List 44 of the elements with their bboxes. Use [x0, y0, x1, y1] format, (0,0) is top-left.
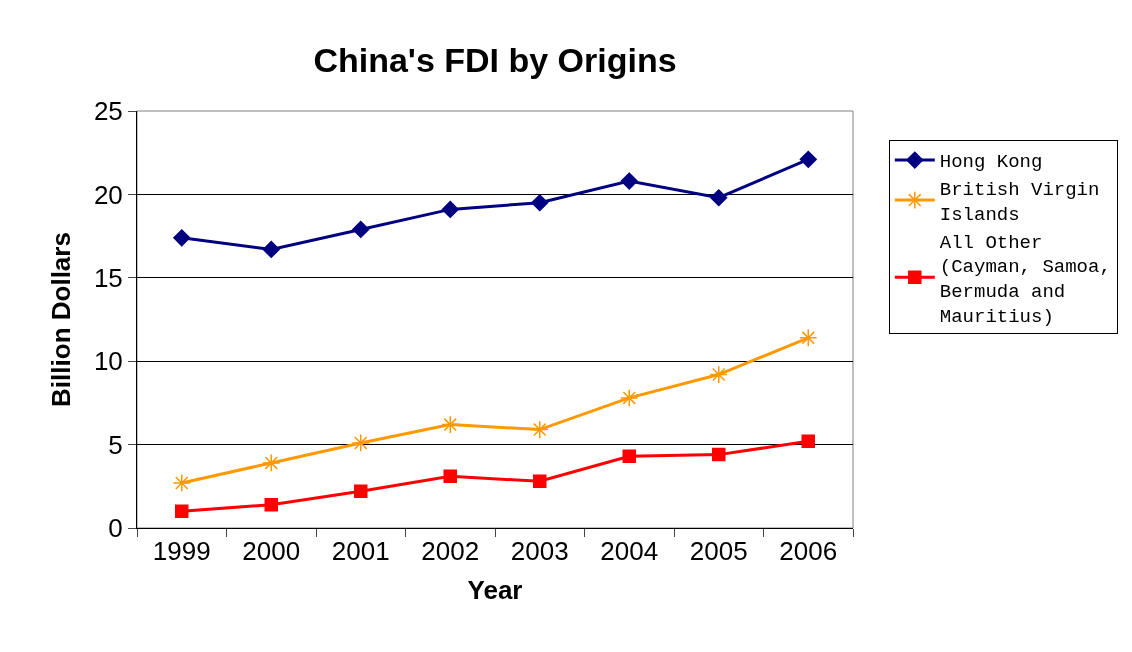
x-tick-label: 2005 [689, 536, 748, 567]
y-axis-title: Billion Dollars [46, 232, 77, 407]
point [264, 497, 278, 512]
legend-label: Hong Kong [939, 151, 1043, 174]
x-tick-label: 2001 [331, 536, 390, 567]
point [172, 473, 191, 493]
x-tick-label: 2003 [510, 536, 569, 567]
point [352, 220, 370, 238]
point [351, 433, 370, 453]
legend-label: British Virgin Islands [939, 179, 1100, 226]
point [173, 229, 191, 247]
point [531, 194, 549, 212]
x-tick-label: 2004 [600, 536, 659, 567]
chart-title: China's FDI by Origins [313, 40, 677, 79]
point [354, 484, 368, 499]
x-tick-label: 2002 [421, 536, 480, 567]
point [799, 150, 817, 168]
y-tick-label: 5 [108, 429, 123, 460]
point [620, 388, 639, 408]
y-tick-label: 20 [93, 179, 123, 210]
point [530, 420, 549, 439]
point [801, 434, 815, 449]
y-tick-label: 15 [93, 262, 123, 293]
point [712, 447, 726, 462]
x-tick-label: 1999 [152, 536, 211, 567]
point [443, 469, 457, 484]
y-tick-label: 0 [108, 513, 123, 544]
x-tick-label: 2000 [242, 536, 301, 567]
y-tick-label: 10 [93, 346, 123, 377]
point [441, 415, 460, 434]
point [622, 449, 636, 464]
point [175, 504, 189, 519]
point [799, 328, 818, 347]
y-tick-label: 25 [93, 96, 123, 127]
point [262, 240, 280, 258]
point [533, 474, 547, 489]
x-axis-title: Year [467, 574, 523, 605]
point [620, 172, 638, 190]
x-tick-label: 2006 [779, 536, 838, 567]
point [262, 453, 281, 473]
point [710, 189, 728, 207]
point [441, 200, 459, 218]
point [709, 365, 728, 384]
legend-label: All Other (Cayman, Samoa, Bermuda and Mauritius) [939, 231, 1111, 328]
